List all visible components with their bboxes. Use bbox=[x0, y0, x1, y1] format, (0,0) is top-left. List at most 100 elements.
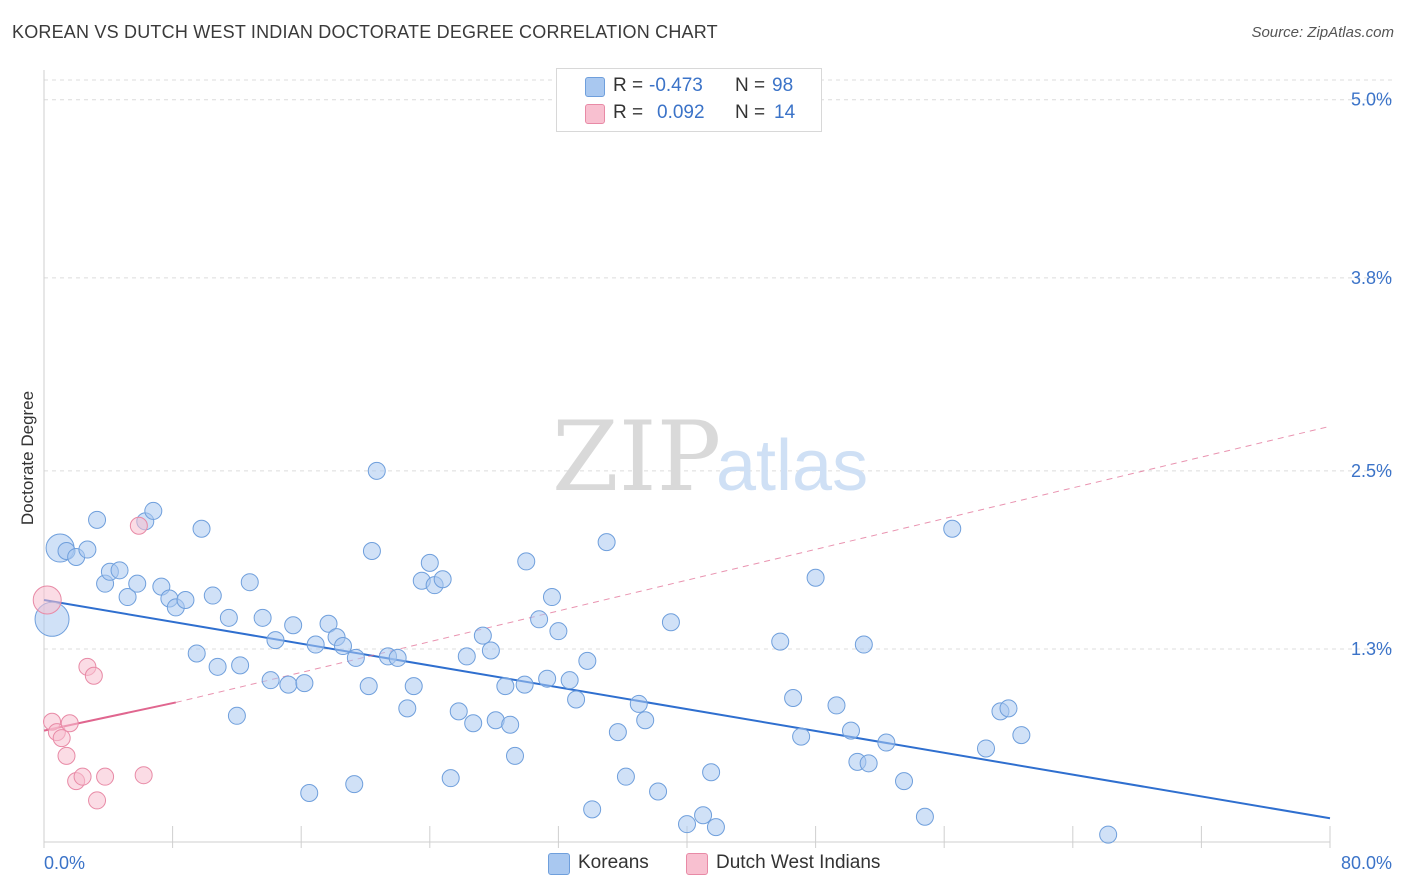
data-point bbox=[388, 648, 407, 667]
data-point bbox=[649, 782, 668, 801]
data-point bbox=[57, 746, 76, 765]
data-point bbox=[52, 729, 71, 748]
data-point bbox=[362, 542, 381, 561]
data-point bbox=[128, 574, 147, 593]
data-point bbox=[629, 694, 648, 713]
data-point bbox=[702, 763, 721, 782]
x-tick-label: 0.0% bbox=[44, 853, 85, 873]
data-point bbox=[32, 585, 62, 615]
data-point bbox=[404, 677, 423, 696]
data-point bbox=[346, 648, 365, 667]
data-point bbox=[449, 702, 468, 721]
legend-n-label: N = bbox=[735, 75, 766, 96]
data-point bbox=[583, 800, 602, 819]
data-point bbox=[542, 588, 561, 607]
data-point bbox=[481, 641, 500, 660]
bottom-legend-swatch-dutch-west-indians bbox=[686, 853, 708, 875]
data-point bbox=[549, 622, 568, 641]
data-point bbox=[261, 671, 280, 690]
data-point bbox=[219, 608, 238, 627]
data-point bbox=[608, 723, 627, 742]
bottom-legend-koreans: Koreans bbox=[548, 851, 668, 877]
data-point bbox=[110, 561, 129, 580]
data-point bbox=[295, 674, 314, 693]
data-point bbox=[306, 635, 325, 654]
data-point bbox=[943, 519, 962, 538]
data-point bbox=[78, 540, 97, 559]
legend-r-label: R = bbox=[613, 75, 644, 96]
data-point bbox=[999, 699, 1018, 718]
data-point bbox=[877, 733, 896, 752]
grid-lines bbox=[44, 79, 1392, 650]
tick-labels: 1.3% 2.5% 3.8% 5.0% 0.0% 80.0% bbox=[44, 90, 1392, 873]
legend-n-label: N = bbox=[735, 102, 766, 123]
data-point bbox=[859, 754, 878, 773]
data-point bbox=[792, 727, 811, 746]
data-point bbox=[367, 461, 386, 480]
data-point bbox=[231, 656, 250, 675]
data-point bbox=[88, 791, 107, 810]
data-point bbox=[73, 767, 92, 786]
data-point bbox=[60, 714, 79, 733]
data-point bbox=[915, 807, 934, 826]
data-point bbox=[319, 614, 338, 633]
data-point bbox=[88, 510, 107, 529]
bottom-legend-label: Dutch West Indians bbox=[716, 852, 881, 873]
data-point bbox=[284, 616, 303, 635]
data-point bbox=[501, 715, 520, 734]
data-point bbox=[827, 696, 846, 715]
data-point bbox=[266, 631, 285, 650]
y-tick-label: 3.8% bbox=[1351, 268, 1392, 288]
legend-r-label: R = bbox=[613, 102, 644, 123]
data-point bbox=[616, 767, 635, 786]
data-point bbox=[420, 553, 439, 572]
legend-n-value: 98 bbox=[772, 75, 794, 96]
data-point bbox=[359, 677, 378, 696]
watermark-zip: ZIP bbox=[552, 401, 721, 513]
data-point bbox=[1099, 825, 1118, 844]
data-point bbox=[505, 746, 524, 765]
data-point bbox=[227, 706, 246, 725]
data-point bbox=[192, 519, 211, 538]
data-point bbox=[895, 772, 914, 791]
data-point bbox=[457, 647, 476, 666]
legend-r-value: -0.473 bbox=[649, 75, 703, 96]
watermark: ZIP atlas bbox=[552, 401, 868, 513]
legend-r-value: 0.092 bbox=[657, 102, 705, 123]
data-point bbox=[345, 775, 364, 794]
data-point bbox=[578, 651, 597, 670]
y-tick-label: 2.5% bbox=[1351, 461, 1392, 481]
data-point bbox=[240, 573, 259, 592]
data-point bbox=[134, 766, 153, 785]
data-point bbox=[473, 626, 492, 645]
bottom-legend-dutch-west-indians: Dutch West Indians bbox=[686, 851, 906, 877]
data-point bbox=[636, 711, 655, 730]
data-point bbox=[496, 677, 515, 696]
data-point bbox=[441, 769, 460, 788]
data-point bbox=[176, 591, 195, 610]
data-point bbox=[678, 815, 696, 834]
y-tick-label: 5.0% bbox=[1351, 90, 1392, 110]
data-point bbox=[661, 613, 680, 632]
source-credit: Source: ZipAtlas.com bbox=[1251, 24, 1394, 41]
bottom-legend-label: Koreans bbox=[578, 852, 649, 873]
data-point bbox=[976, 739, 995, 758]
data-point bbox=[841, 721, 860, 740]
x-tick-label: 80.0% bbox=[1341, 853, 1392, 873]
data-point bbox=[517, 552, 536, 571]
data-point bbox=[144, 501, 163, 520]
data-point bbox=[398, 699, 417, 718]
data-point bbox=[433, 570, 452, 589]
stats-legend: R = -0.473 N = 98 R = 0.092 N = 14 bbox=[556, 68, 822, 132]
data-point bbox=[208, 657, 227, 676]
data-point bbox=[84, 666, 103, 685]
data-point bbox=[333, 637, 352, 656]
data-point bbox=[129, 516, 148, 535]
data-point bbox=[279, 675, 298, 694]
data-point bbox=[706, 818, 725, 837]
data-points bbox=[32, 461, 1118, 844]
data-point bbox=[560, 671, 579, 690]
y-tick-label: 1.3% bbox=[1351, 639, 1392, 659]
y-axis-label: Doctorate Degree bbox=[18, 391, 37, 525]
